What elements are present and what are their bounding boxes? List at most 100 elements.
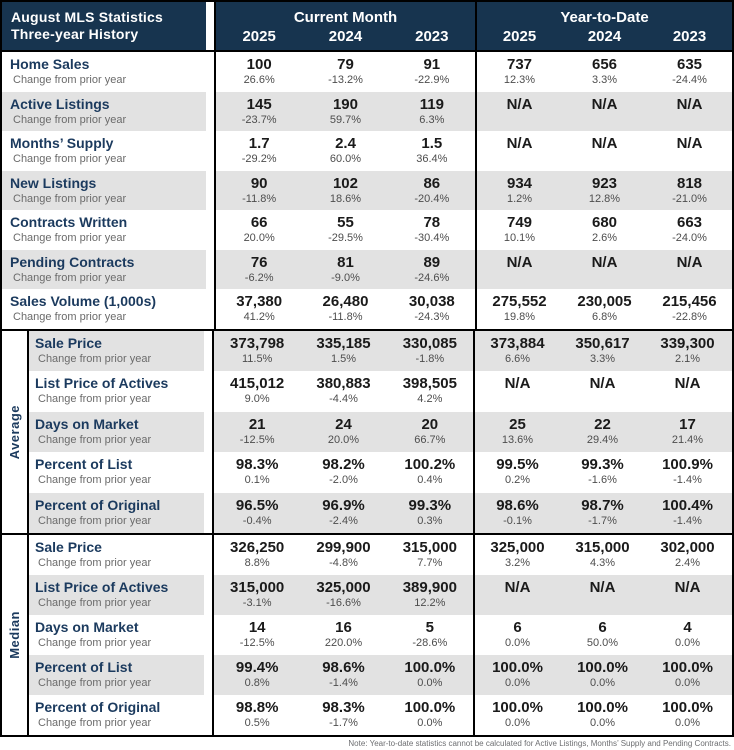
change-value: -1.8% <box>415 352 445 365</box>
value-cell: 315,000 7.7% <box>387 535 473 575</box>
table-header: August MLS Statistics Three-year History… <box>2 2 732 52</box>
row-label-cell: Percent of Original Change from prior yea… <box>29 493 204 534</box>
table-row: Sale Price Change from prior year 373,798 1… <box>29 330 732 372</box>
footnote: Note: Year-to-date statistics cannot be … <box>348 739 731 748</box>
row-change-label: Change from prior year <box>38 677 152 689</box>
value-cell: 99.5% 0.2% <box>475 452 560 493</box>
value-cell: 215,456 -22.8% <box>647 289 732 329</box>
change-value: 6.8% <box>591 311 618 323</box>
current-month-cells: 66 20.0% 55 -29.5% 78 -30.4% <box>214 210 475 250</box>
value: N/A <box>676 95 703 113</box>
change-value: -2.0% <box>329 474 358 486</box>
row-change-label: Change from prior year <box>13 74 127 86</box>
table-row: Percent of Original Change from prior yea… <box>29 492 732 534</box>
change-value: -21.0% <box>672 192 707 205</box>
value-cell: 380,883 -4.4% <box>300 371 386 412</box>
row-change-label: Change from prior year <box>13 113 127 126</box>
change-value: 20.0% <box>243 232 275 244</box>
table-row: Months’ Supply Change from prior year 1.7-… <box>2 131 732 171</box>
value-cell: 389,900 12.2% <box>387 575 473 615</box>
value-cell: 26,480 -11.8% <box>302 289 388 329</box>
change-value: -1.4% <box>673 474 702 486</box>
section-side-strip: Average <box>2 330 29 533</box>
row-label-cell: List Price of Actives Change from prior y… <box>29 371 204 412</box>
row-change-label: Change from prior year <box>13 311 127 323</box>
table-row: Percent of List Change from prior year 99.… <box>29 655 732 695</box>
value-cell: 335,185 1.5% <box>300 331 386 372</box>
row-label: Months’ Supply <box>10 135 114 151</box>
value-cell: 656 3.3% <box>562 52 647 92</box>
change-value: 2.4% <box>674 557 701 569</box>
change-value: -11.8% <box>242 192 277 205</box>
value-cell: 98.6% -1.4% <box>300 655 386 695</box>
year-header: 2025 <box>242 28 276 45</box>
value: 818 <box>676 174 703 192</box>
row-label-cell: Sale Price Change from prior year <box>29 535 204 575</box>
value: 96.9% <box>322 496 365 514</box>
change-value: 6.6% <box>504 352 531 365</box>
value-cell: 190 59.7% <box>302 92 388 132</box>
row-label-cell: Contracts Written Change from prior year <box>2 210 206 250</box>
row-change-label: Change from prior year <box>13 271 127 284</box>
value-cell: N/A <box>475 575 560 615</box>
section-summary: Home Sales Change from prior year 100 26.6%… <box>2 52 732 329</box>
value: 99.4% <box>235 659 279 676</box>
value: 326,250 <box>230 539 285 556</box>
year-header: 2023 <box>415 28 449 45</box>
value-cell: 91 -22.9% <box>389 52 475 92</box>
year-to-date-cells: 275,552 19.8% 230,005 6.8% 215,456 -22.8% <box>475 289 732 329</box>
value: 98.6% <box>322 659 365 676</box>
value: 20 <box>421 415 439 433</box>
value: 89 <box>423 253 441 271</box>
value: 98.6% <box>496 496 539 514</box>
change-value: -12.5% <box>239 637 275 649</box>
change-value: -0.1% <box>503 514 532 527</box>
change-value: 26.6% <box>243 74 275 86</box>
value-cell: 81 -9.0% <box>302 250 388 290</box>
change-value: -24.0% <box>672 232 707 244</box>
value: 335,185 <box>316 334 371 352</box>
change-value: 19.8% <box>503 311 536 323</box>
value: 398,505 <box>402 375 457 392</box>
value-cell: N/A <box>562 250 647 290</box>
value-cell: 98.2% -2.0% <box>300 452 386 493</box>
value: 98.3% <box>235 456 279 473</box>
table-row: New Listings Change from prior year 90 -11.… <box>2 170 732 211</box>
value: 100.0% <box>492 699 543 716</box>
value: 66 <box>250 214 268 231</box>
value: N/A <box>591 253 618 271</box>
row-gap <box>204 575 212 615</box>
value-cell: N/A <box>560 575 645 615</box>
year-to-date-cells: 100.0% 0.0% 100.0% 0.0% 100.0% 0.0% <box>473 695 730 735</box>
value: 98.7% <box>581 496 624 514</box>
value: 98.8% <box>235 699 279 716</box>
change-value: 8.8% <box>244 557 270 569</box>
value-cell: 398,505 4.2% <box>387 371 473 412</box>
row-label: Sales Volume (1,000s) <box>10 293 157 309</box>
value-cell: 330,085 -1.8% <box>387 331 473 372</box>
value-cell: 100.0% 0.0% <box>645 695 730 735</box>
change-value: 220.0% <box>324 637 363 649</box>
value-cell: N/A <box>562 131 647 171</box>
value-cell: 66 20.0% <box>216 210 302 250</box>
change-value: 0.3% <box>417 514 443 527</box>
value: 380,883 <box>316 375 371 392</box>
value: 14 <box>248 619 266 636</box>
value-cell: 20 66.7% <box>387 412 473 453</box>
value-cell: 299,900 -4.8% <box>300 535 386 575</box>
value-cell: 78 -30.4% <box>389 210 475 250</box>
row-label-cell: List Price of Actives Change from prior y… <box>29 575 204 615</box>
value: 100.0% <box>662 699 713 716</box>
value-cell: 818 -21.0% <box>647 171 732 211</box>
year-to-date-cells: 100.0% 0.0% 100.0% 0.0% 100.0% 0.0% <box>473 655 730 695</box>
value: 78 <box>423 214 441 231</box>
row-gap <box>206 249 214 289</box>
value-cell: 415,012 9.0% <box>214 371 300 412</box>
value-cell: 37,380 41.2% <box>216 289 302 329</box>
value-cell: 30,038 -24.3% <box>389 289 475 329</box>
row-change-label: Change from prior year <box>38 557 152 569</box>
change-value: 12.2% <box>414 597 446 609</box>
change-value: 0.2% <box>504 474 531 486</box>
value: N/A <box>504 579 531 596</box>
row-label-cell: Home Sales Change from prior year <box>2 52 206 92</box>
